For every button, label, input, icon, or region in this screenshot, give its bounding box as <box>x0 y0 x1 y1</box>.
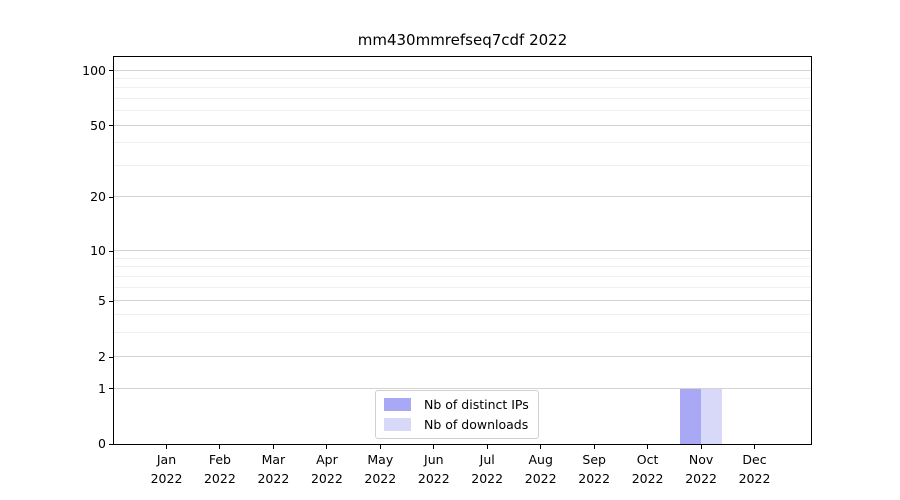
x-tick-mark <box>540 445 542 449</box>
x-tick-mark <box>593 445 595 449</box>
y-major-gridline <box>114 387 811 389</box>
x-tick-year: 2022 <box>524 471 557 486</box>
y-minor-gridline <box>114 331 811 333</box>
x-tick-month: Jul <box>479 452 495 467</box>
y-minor-gridline <box>114 257 811 259</box>
x-tick-label: Mar 2022 <box>241 450 305 488</box>
x-tick-label: Oct 2022 <box>616 450 680 488</box>
legend: Nb of distinct IPs Nb of downloads <box>375 390 539 439</box>
x-tick-mark <box>326 445 328 449</box>
x-tick-year: 2022 <box>257 471 290 486</box>
y-tick-label: 5 <box>98 293 106 309</box>
y-tick-label: 10 <box>90 243 106 259</box>
chart-title: mm430mmrefseq7cdf 2022 <box>357 31 568 49</box>
y-tick-mark <box>109 250 113 252</box>
y-tick-mark <box>109 443 113 445</box>
x-tick-label: Apr 2022 <box>295 450 359 488</box>
y-tick-mark <box>109 356 113 358</box>
x-tick-mark <box>486 445 488 449</box>
x-tick-label: Jan 2022 <box>135 450 199 488</box>
x-tick-mark <box>219 445 221 449</box>
x-tick-label: Feb 2022 <box>188 450 252 488</box>
y-minor-gridline <box>114 313 811 315</box>
x-tick-month: Apr <box>316 452 338 467</box>
y-minor-gridline <box>114 97 811 99</box>
x-tick-label: Jun 2022 <box>402 450 466 488</box>
y-major-gridline <box>114 356 811 358</box>
x-tick-mark <box>166 445 167 449</box>
y-major-gridline <box>114 300 811 302</box>
x-tick-mark <box>379 445 381 449</box>
y-tick-label: 100 <box>82 62 106 78</box>
y-minor-gridline <box>114 87 811 89</box>
x-tick-month: Jan <box>156 452 177 467</box>
x-tick-year: 2022 <box>578 471 611 486</box>
x-tick-year: 2022 <box>471 471 504 486</box>
legend-item-distinct-ips: Nb of distinct IPs <box>384 395 529 415</box>
y-major-gridline <box>114 250 811 252</box>
y-tick-mark <box>109 300 113 302</box>
x-tick-label: May 2022 <box>348 450 412 488</box>
x-tick-label: Dec 2022 <box>723 450 787 488</box>
y-tick-mark <box>109 388 113 390</box>
y-tick-label: 1 <box>98 380 106 396</box>
x-tick-year: 2022 <box>150 471 183 486</box>
y-major-gridline <box>114 196 811 198</box>
x-tick-year: 2022 <box>310 471 343 486</box>
x-tick-month: Jun <box>424 452 444 467</box>
y-minor-gridline <box>114 266 811 268</box>
y-minor-gridline <box>114 142 811 144</box>
x-tick-year: 2022 <box>685 471 717 486</box>
x-tick-month: Aug <box>528 452 553 467</box>
legend-swatch-distinct-ips-icon <box>384 398 411 412</box>
y-tick-mark <box>109 196 113 198</box>
legend-item-downloads: Nb of downloads <box>384 415 529 435</box>
bar-downloads <box>701 388 723 444</box>
y-minor-gridline <box>114 164 811 166</box>
x-tick-label: Aug 2022 <box>509 450 573 488</box>
x-tick-year: 2022 <box>738 471 771 486</box>
x-tick-label: Sep 2022 <box>562 450 626 488</box>
x-tick-year: 2022 <box>203 471 236 486</box>
legend-swatch-downloads-icon <box>384 417 411 431</box>
x-tick-month: Oct <box>636 452 659 467</box>
legend-label-distinct-ips: Nb of distinct IPs <box>424 397 529 413</box>
x-tick-month: Sep <box>582 452 606 467</box>
y-minor-gridline <box>114 78 811 79</box>
y-tick-label: 50 <box>90 117 106 133</box>
x-tick-label: Jul 2022 <box>455 450 519 488</box>
x-tick-month: Dec <box>742 452 767 467</box>
legend-label-downloads: Nb of downloads <box>424 416 529 432</box>
y-tick-label: 2 <box>98 349 106 365</box>
y-minor-gridline <box>114 275 811 277</box>
bar-distinct-ips <box>679 388 702 444</box>
y-tick-label: 0 <box>98 436 106 451</box>
y-minor-gridline <box>114 110 811 112</box>
y-tick-mark <box>109 70 113 72</box>
x-tick-month: Feb <box>208 452 231 467</box>
x-tick-year: 2022 <box>631 471 664 486</box>
x-tick-mark <box>272 445 274 449</box>
y-major-gridline <box>114 69 811 71</box>
plot-area <box>113 56 812 445</box>
x-tick-year: 2022 <box>417 471 450 486</box>
y-major-gridline <box>114 124 811 126</box>
x-tick-mark <box>754 445 755 449</box>
y-tick-mark <box>109 125 113 127</box>
x-tick-month: Nov <box>688 452 714 467</box>
x-tick-mark <box>647 445 649 449</box>
x-tick-month: May <box>367 452 394 467</box>
y-tick-label: 20 <box>90 189 106 205</box>
x-tick-month: Mar <box>261 452 286 467</box>
x-tick-label: Nov 2022 <box>669 450 733 488</box>
x-tick-mark <box>433 445 435 449</box>
x-tick-year: 2022 <box>364 471 397 486</box>
y-minor-gridline <box>114 287 811 288</box>
x-tick-mark <box>700 445 702 449</box>
